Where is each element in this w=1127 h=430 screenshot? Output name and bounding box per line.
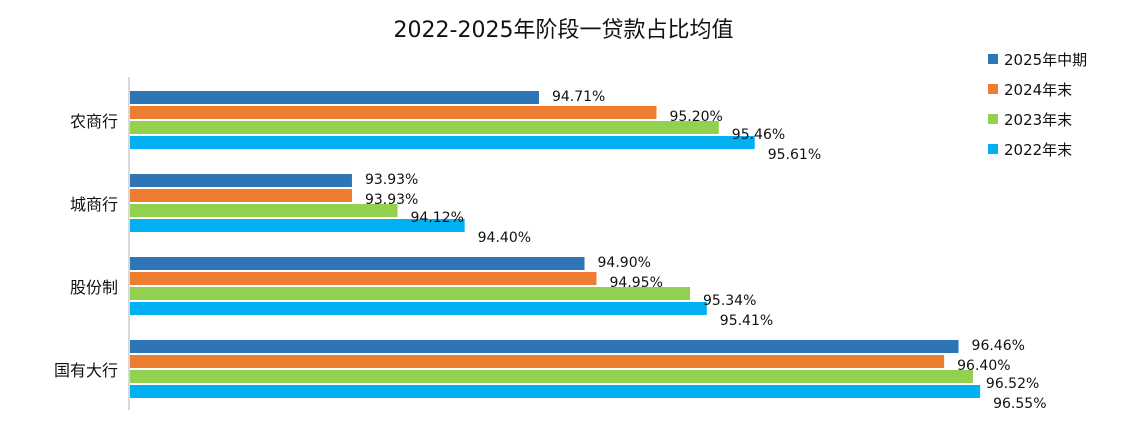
bar <box>130 136 755 149</box>
legend-item: 2024年末 <box>988 74 1087 104</box>
bar <box>130 370 973 383</box>
category-label: 城商行 <box>70 195 118 214</box>
data-label: 96.40% <box>957 358 1010 374</box>
data-label: 96.52% <box>986 376 1039 392</box>
data-label: 95.34% <box>703 293 756 309</box>
legend-label: 2023年末 <box>1004 110 1073 129</box>
data-label: 93.93% <box>365 192 418 208</box>
bar <box>130 257 585 270</box>
bar <box>130 340 959 353</box>
legend-item: 2022年末 <box>988 134 1087 164</box>
data-label: 95.41% <box>720 313 773 329</box>
category-label: 农商行 <box>70 112 118 131</box>
legend-label: 2024年末 <box>1004 80 1073 99</box>
bar <box>130 287 691 300</box>
legend-swatch <box>988 54 998 64</box>
data-label: 96.55% <box>993 396 1046 412</box>
legend-label: 2025年中期 <box>1004 50 1088 69</box>
bar <box>130 204 398 217</box>
data-label: 94.12% <box>411 210 464 226</box>
legend-swatch <box>988 144 998 154</box>
data-label: 95.61% <box>768 147 821 163</box>
legend-label: 2022年末 <box>1004 140 1073 159</box>
bar <box>130 91 539 104</box>
legend-swatch <box>988 114 998 124</box>
chart-title: 2022-2025年阶段一贷款占比均值 <box>393 18 734 43</box>
bar <box>130 121 719 134</box>
legend-swatch <box>988 84 998 94</box>
bar <box>130 189 352 202</box>
data-label: 94.95% <box>610 275 663 291</box>
data-label: 95.46% <box>732 127 785 143</box>
legend-item: 2023年末 <box>988 104 1087 134</box>
data-label: 96.46% <box>972 338 1025 354</box>
data-label: 95.20% <box>669 109 722 125</box>
data-label: 94.90% <box>598 255 651 271</box>
bar <box>130 355 945 368</box>
legend: 2025年中期 2024年末 2023年末 2022年末 <box>988 44 1087 164</box>
data-label: 93.93% <box>365 172 418 188</box>
bar <box>130 219 465 232</box>
bar <box>130 174 352 187</box>
legend-item: 2025年中期 <box>988 44 1087 74</box>
bar <box>130 302 707 315</box>
bar <box>130 272 597 285</box>
bar <box>130 385 981 398</box>
bar <box>130 106 657 119</box>
data-label: 94.40% <box>478 230 531 246</box>
data-label: 94.71% <box>552 89 605 105</box>
category-label: 股份制 <box>70 278 118 297</box>
category-label: 国有大行 <box>54 361 118 380</box>
